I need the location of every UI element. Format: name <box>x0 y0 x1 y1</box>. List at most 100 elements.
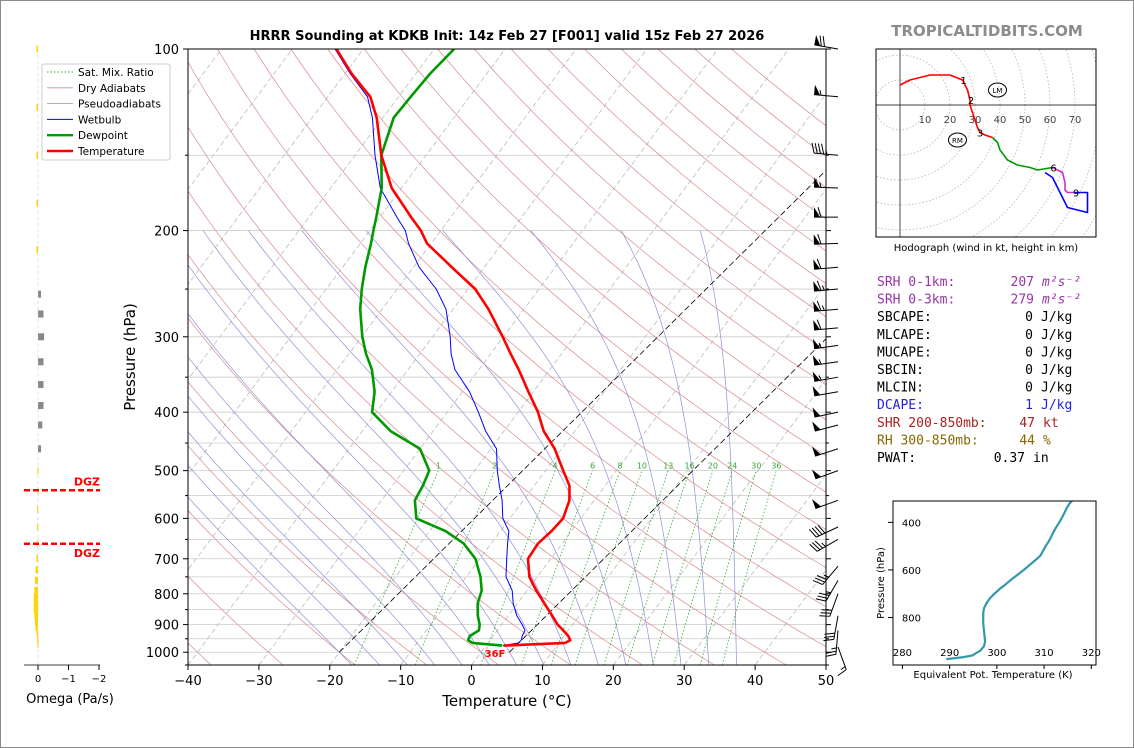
wind-barb-full <box>837 669 847 677</box>
wind-barb-half <box>825 591 831 594</box>
dry-adiabat-line <box>188 575 284 665</box>
wind-barb-flag <box>813 320 821 331</box>
theta-e-xlabel: Equivalent Pot. Temperature (K) <box>913 670 1072 681</box>
index-label: RH 300-850mb: <box>877 433 979 448</box>
wind-barb-full <box>811 142 815 154</box>
wind-barb <box>825 630 839 657</box>
surface-temp-label: 36F <box>485 649 506 660</box>
wind-barb-staff <box>815 448 839 457</box>
wind-barb-flag <box>812 371 821 382</box>
wind-barb-flag <box>813 259 821 270</box>
wind-barb-staff <box>829 593 839 617</box>
omega-bar <box>33 593 38 601</box>
wind-barb <box>812 386 839 397</box>
hodograph-height-label: 3 <box>977 129 983 140</box>
index-unit: m²s⁻² <box>1041 275 1081 290</box>
wind-barb-full <box>815 598 827 602</box>
wind-barb-full <box>812 542 821 551</box>
wind-barb-staff <box>813 186 839 189</box>
wind-barb <box>813 280 839 292</box>
index-label: MUCAPE: <box>877 345 932 360</box>
hodograph-trace: 12 3 6 9 LM RM <box>899 74 1089 214</box>
dry-adiabat-line <box>437 49 826 386</box>
hodograph-frame <box>875 48 1097 238</box>
wind-barb-full <box>809 543 818 552</box>
wind-barb-full <box>816 319 822 330</box>
theta-e-panel: 400 600 800 280 290 300 310 320 <box>888 501 1101 669</box>
index-unit: m²s⁻² <box>1041 293 1081 308</box>
wind-barb <box>814 84 839 98</box>
legend-label-dry: Dry Adiabats <box>78 83 146 95</box>
chart-title: HRRR Sounding at KDKB Init: 14z Feb 27 [… <box>250 29 765 44</box>
pseudoadiabat-line <box>188 264 517 665</box>
wind-barb-flag <box>813 234 821 245</box>
index-value: 207 <box>1011 275 1034 290</box>
mixing-ratio-line <box>721 470 777 665</box>
index-label: MLCAPE: <box>877 328 932 343</box>
wind-barb-staff <box>837 646 847 670</box>
dry-adiabat-line <box>188 126 787 665</box>
isotherm-line <box>754 569 826 665</box>
wind-barb-full <box>816 258 822 269</box>
hodograph-ring-label: 20 <box>944 115 957 126</box>
dry-adiabat-line <box>188 190 715 665</box>
omega-bar <box>36 629 38 637</box>
wind-barb-full <box>814 577 825 583</box>
temperature-profile <box>335 49 572 647</box>
wind-barb-full <box>814 540 824 549</box>
isotherm-line <box>258 49 719 665</box>
legend-label-dewpoint: Dewpoint <box>78 130 128 142</box>
theta-e-frame <box>892 500 1097 666</box>
wind-barb-full <box>817 595 828 599</box>
wind-barb <box>812 355 839 366</box>
mixing-ratio-line <box>652 470 714 665</box>
isotherm-line <box>471 188 826 665</box>
mixing-ratio-label: 24 <box>727 462 737 471</box>
omega-bar <box>36 45 38 53</box>
wind-barb <box>813 300 839 312</box>
wind-barb <box>813 319 839 331</box>
omega-bar <box>38 310 44 318</box>
wind-barb-full <box>816 280 822 291</box>
legend-label-mixratio: Sat. Mix. Ratio <box>78 67 154 79</box>
index-row: MUCAPE: 0 J/kg <box>877 345 1072 360</box>
omega-bar <box>34 576 38 584</box>
mixing-ratio-line <box>521 470 593 665</box>
pseudoadiabat-line <box>620 230 710 665</box>
isotherm-line <box>683 474 826 665</box>
hodograph-height-label: 2 <box>968 96 974 107</box>
index-unit: J/kg <box>1041 398 1072 413</box>
index-value: 0 <box>1025 310 1033 325</box>
hodograph-segment-9-12 <box>1044 171 1089 214</box>
dry-adiabat-line <box>188 317 571 665</box>
index-label: SHR 200-850mb: <box>877 416 987 431</box>
wind-barb-staff <box>814 152 839 156</box>
wind-barb-staff <box>814 288 839 292</box>
theta-e-x-tick-label: 300 <box>987 648 1006 659</box>
pressure-tick-label: 500 <box>154 465 179 480</box>
omega-panel: DGZ DGZ 0 −1 −2 <box>24 45 106 685</box>
pressure-tick-label: 600 <box>154 512 179 527</box>
mixing-ratio-label: 13 <box>663 462 673 471</box>
dry-adiabat-line <box>188 510 356 665</box>
pseudoadiabat-line <box>442 230 654 665</box>
legend-label-wetbulb: Wetbulb <box>78 114 122 126</box>
pseudoadiabat-line <box>248 230 572 665</box>
wind-barb-half <box>819 90 822 96</box>
isotherm-line <box>188 49 364 286</box>
isotherm-line <box>188 49 648 665</box>
reference-dashed-line <box>339 169 826 653</box>
pressure-tick-label: 400 <box>154 406 179 421</box>
omega-tick-label: 0 <box>35 674 41 685</box>
wind-barb-full <box>825 650 837 654</box>
pressure-tick-label: 1000 <box>146 646 179 661</box>
isotherm-line <box>329 49 790 665</box>
wind-barb <box>819 593 839 617</box>
pseudoadiabat-line <box>188 313 490 665</box>
mixing-ratio-line <box>550 470 621 665</box>
wind-barb-flag <box>814 34 821 46</box>
omega-bar <box>38 445 42 453</box>
temperature-tick-label: 0 <box>467 674 475 689</box>
